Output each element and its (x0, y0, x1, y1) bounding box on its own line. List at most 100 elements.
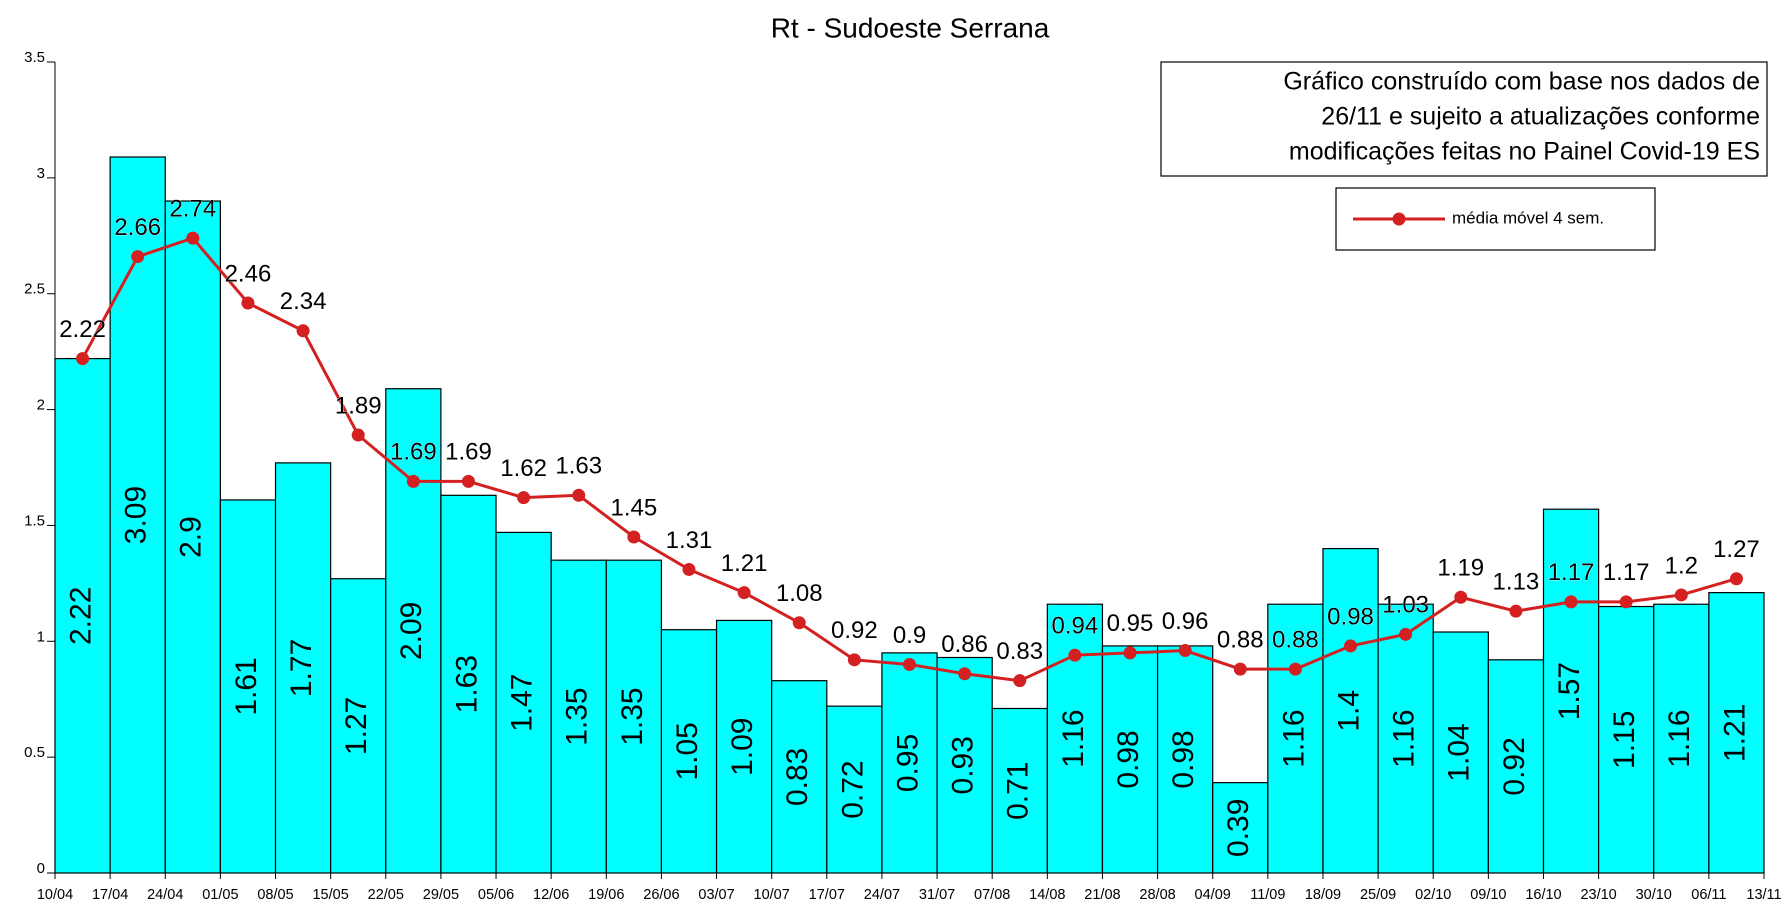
line-value-label: 1.89 (335, 392, 382, 419)
annotation-box (1160, 61, 1768, 177)
line-value-label: 1.63 (555, 453, 602, 480)
line-value-label: 2.22 (59, 316, 106, 343)
bar-value-label: 1.63 (450, 655, 483, 713)
line-value-label: 1.69 (445, 439, 492, 466)
line-point (1344, 639, 1358, 653)
line-point (572, 488, 586, 502)
bar-value-label: 0.72 (836, 760, 869, 818)
bar-value-label: 1.27 (340, 697, 373, 755)
bar (274, 462, 332, 874)
x-tick-label: 04/09 (1195, 887, 1231, 903)
bar-value-label: 0.98 (1167, 730, 1200, 788)
y-tick-label: 3.5 (24, 49, 45, 66)
line-value-label: 1.62 (500, 455, 547, 482)
bar (164, 200, 221, 874)
line-value-label: 0.88 (1272, 626, 1319, 653)
bar-value-label: 1.47 (506, 673, 539, 731)
bar-value-label: 1.4 (1332, 690, 1365, 732)
y-tick-label: 1 (37, 628, 45, 645)
line-value-label: 1.17 (1548, 559, 1595, 586)
x-tick-label: 23/10 (1580, 887, 1616, 903)
x-tick-label: 19/06 (588, 887, 624, 903)
annotation-line: modificações feitas no Painel Covid-19 E… (1289, 138, 1760, 166)
annotation-line: Gráfico construído com base nos dados de (1283, 68, 1760, 96)
line-point (186, 231, 200, 245)
bar (1267, 603, 1324, 874)
line-value-label: 2.66 (114, 214, 161, 241)
line-point (1454, 590, 1468, 604)
x-tick-label: 13/11 (1746, 887, 1781, 903)
line-value-label: 0.86 (941, 631, 988, 658)
line-point (847, 653, 861, 667)
bar-value-label: 1.16 (1388, 709, 1421, 767)
bar (771, 680, 828, 874)
bar (936, 656, 993, 874)
x-tick-label: 29/05 (423, 887, 459, 903)
bar-value-label: 1.61 (230, 657, 263, 715)
line-point (958, 667, 972, 681)
line-point (351, 428, 365, 442)
bar (660, 629, 718, 874)
bar-value-label: 2.22 (64, 587, 97, 645)
line-point (241, 296, 255, 310)
bar-value-label: 3.09 (120, 486, 153, 544)
bar-value-label: 1.04 (1443, 723, 1476, 781)
line-point (1399, 627, 1413, 641)
bar-value-label: 1.09 (726, 718, 759, 776)
bar (440, 494, 497, 874)
bar (109, 156, 166, 874)
x-tick-label: 28/08 (1139, 887, 1175, 903)
line-point (903, 657, 916, 671)
x-tick-label: 24/04 (147, 887, 183, 903)
x-tick-label: 22/05 (368, 887, 404, 903)
line-point (1013, 674, 1027, 688)
line-value-label: 0.88 (1217, 626, 1264, 653)
bar-value-label: 1.21 (1718, 704, 1751, 762)
x-tick-label: 10/07 (754, 887, 790, 903)
bar-value-label: 0.39 (1222, 799, 1255, 857)
x-tick-label: 14/08 (1029, 887, 1065, 903)
bar-value-label: 1.57 (1553, 662, 1586, 720)
y-tick-label: 0 (37, 860, 45, 877)
x-tick-label: 21/08 (1084, 887, 1120, 903)
bar (991, 707, 1048, 874)
line-point (627, 530, 641, 544)
x-tick-label: 07/08 (974, 887, 1010, 903)
bar (219, 499, 277, 874)
line-value-label: 0.94 (1052, 613, 1099, 640)
line-value-label: 0.96 (1162, 608, 1209, 635)
bar-value-label: 1.35 (561, 687, 594, 745)
line-point (406, 474, 420, 488)
line-value-label: 1.45 (610, 494, 657, 521)
x-tick-label: 30/10 (1636, 887, 1672, 903)
bar-value-label: 0.92 (1498, 737, 1531, 795)
bar-value-label: 0.71 (1002, 762, 1035, 820)
line-value-label: 1.69 (390, 439, 437, 466)
bar-value-label: 0.93 (947, 736, 980, 794)
x-tick-label: 08/05 (257, 887, 293, 903)
line-point (1178, 644, 1192, 658)
line-value-label: 1.17 (1603, 559, 1650, 586)
line-value-label: 2.74 (169, 195, 216, 222)
bar-value-label: 1.15 (1608, 711, 1641, 769)
bar-value-label: 0.83 (781, 748, 814, 806)
line-value-label: 0.83 (996, 638, 1043, 665)
line-point (1619, 595, 1633, 609)
legend-marker (1392, 212, 1406, 226)
x-tick-label: 01/05 (202, 887, 238, 903)
line-point (461, 474, 475, 488)
bar-value-label: 0.98 (1112, 730, 1145, 788)
line-value-label: 1.31 (666, 527, 713, 554)
chart-title: Rt - Sudoeste Serrana (771, 12, 1050, 43)
x-tick-label: 24/07 (864, 887, 900, 903)
line-point (1509, 604, 1523, 618)
legend-label: média móvel 4 sem. (1452, 208, 1604, 227)
x-tick-label: 11/09 (1250, 887, 1285, 903)
line-value-label: 0.95 (1107, 610, 1154, 637)
line-point (131, 250, 145, 264)
bar-value-label: 1.16 (1277, 709, 1310, 767)
x-tick-label: 15/05 (312, 887, 348, 903)
x-tick-label: 12/06 (533, 887, 569, 903)
x-tick-label: 26/06 (643, 887, 679, 903)
